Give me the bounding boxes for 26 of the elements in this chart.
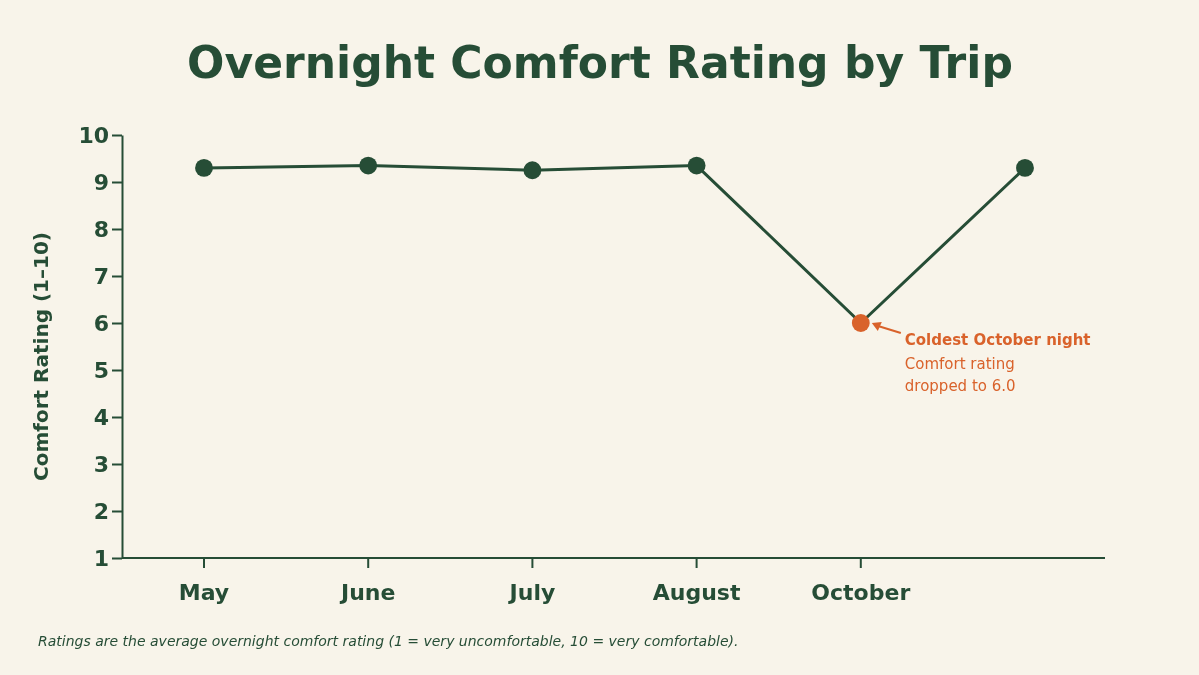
y-tick-label: 6 xyxy=(93,310,109,336)
chart-title: Overnight Comfort Rating by Trip xyxy=(187,37,1013,88)
x-tick-label: June xyxy=(338,580,396,605)
x-tick-label: August xyxy=(652,580,741,605)
annotation: Comfort rating dropped to 6.0 xyxy=(904,355,1016,395)
y-tick-label: 5 xyxy=(93,357,109,383)
point xyxy=(523,161,542,180)
point xyxy=(851,314,870,332)
x-tick-label: July xyxy=(507,580,556,605)
annotation: Coldest October night xyxy=(904,331,1091,349)
y-tick-label: 10 xyxy=(78,122,109,148)
y-tick-label: 9 xyxy=(93,169,109,195)
point xyxy=(195,159,213,177)
x-tick-label: October xyxy=(811,580,911,605)
y-tick-label: 3 xyxy=(93,451,109,477)
point xyxy=(359,156,378,175)
y-tick-label: 8 xyxy=(93,216,109,242)
y-tick-label: 2 xyxy=(93,498,109,524)
y-tick-label: 4 xyxy=(93,404,109,430)
y-tick-label: 1 xyxy=(93,545,109,571)
y-axis-title: Comfort Rating (1–10) xyxy=(29,232,53,481)
text: Ratings are the average overnight comfort rating (1 = very uncomfortable, 10 = very comfortable). xyxy=(38,633,739,649)
x-tick-label: May xyxy=(178,580,230,605)
y-tick-label: 7 xyxy=(93,263,109,289)
point xyxy=(687,156,706,175)
point xyxy=(1016,159,1034,177)
